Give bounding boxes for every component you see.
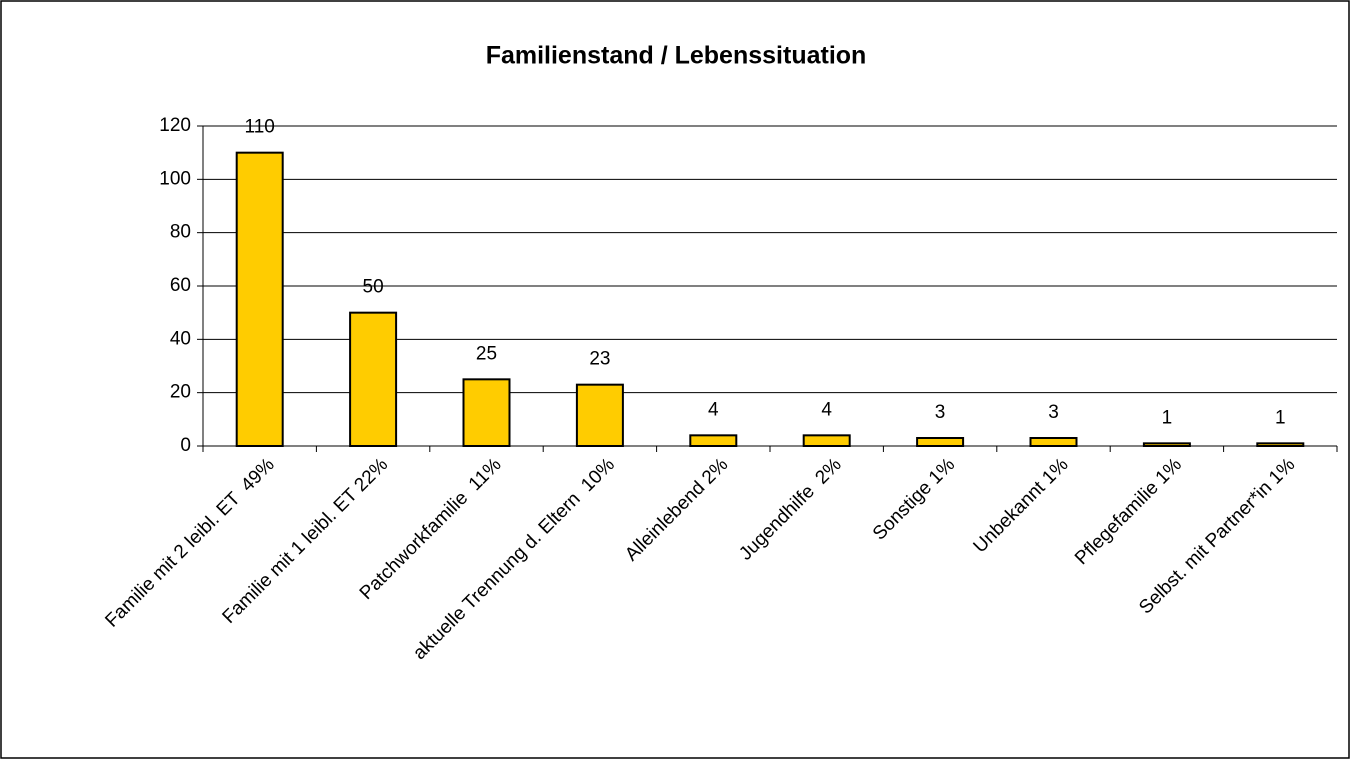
data-label: 50: [363, 277, 384, 298]
y-tick-label: 0: [180, 435, 191, 456]
data-label: 25: [476, 343, 497, 364]
y-tick-label: 60: [170, 275, 191, 296]
bar: [1256, 442, 1305, 448]
bar: [349, 311, 398, 447]
bar: [462, 378, 511, 448]
bar: [1029, 437, 1078, 447]
data-label: 4: [821, 399, 832, 420]
y-tick-label: 40: [170, 328, 191, 349]
data-label: 1: [1275, 407, 1286, 428]
data-label: 110: [245, 117, 275, 138]
y-tick-label: 20: [170, 382, 191, 403]
chart-title: Familienstand / Lebenssituation: [486, 42, 867, 70]
bar: [1142, 442, 1191, 448]
data-label: 3: [1048, 402, 1059, 423]
data-label: 3: [935, 402, 946, 423]
y-tick-label: 120: [159, 115, 191, 136]
data-label: 1: [1162, 407, 1173, 428]
data-label: 23: [589, 349, 610, 370]
bar: [235, 151, 284, 448]
bar: [689, 434, 738, 448]
y-tick-label: 100: [159, 168, 191, 189]
bar: [916, 437, 965, 447]
y-tick-label: 80: [170, 222, 191, 243]
data-label: 4: [708, 399, 719, 420]
bar: [802, 434, 851, 448]
bar: [575, 383, 624, 447]
